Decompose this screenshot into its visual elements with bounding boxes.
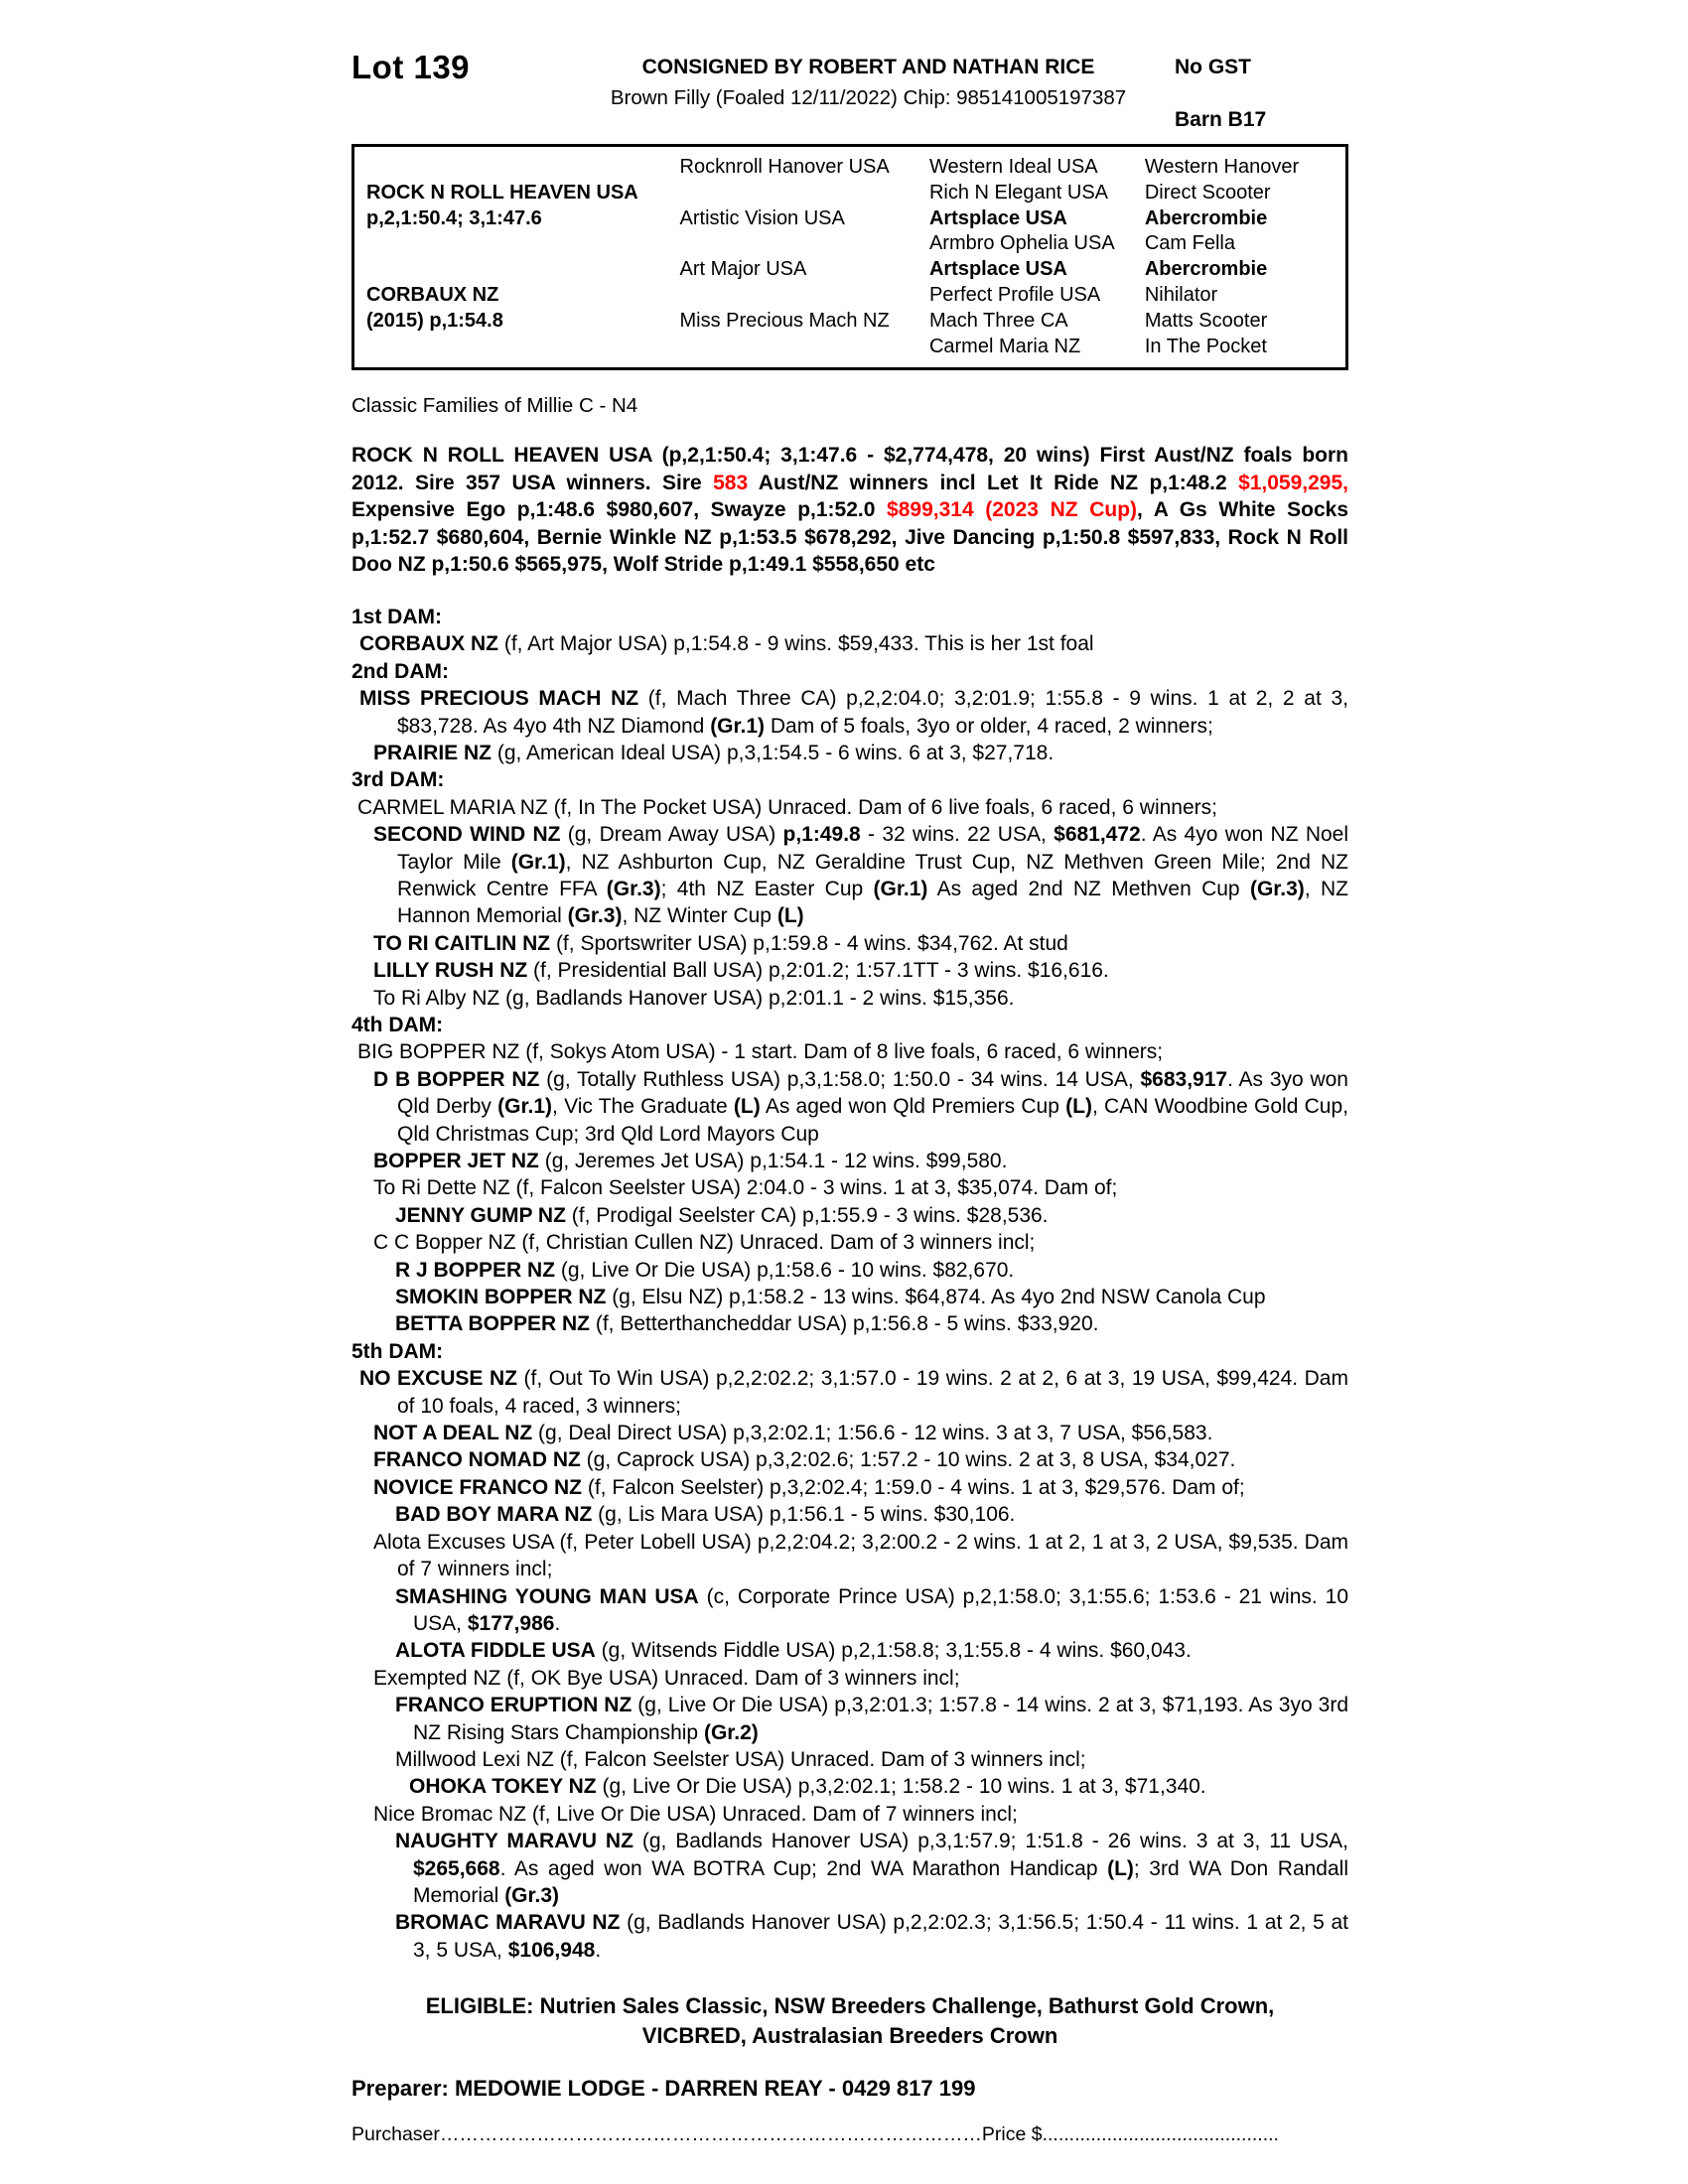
pedigree-entry: MISS PRECIOUS MACH NZ (f, Mach Three CA)… [359,687,1349,738]
pedigree-cell: p,2,1:50.4; 3,1:47.6 [366,206,542,229]
pedigree-cell: Carmel Maria NZ [928,335,1081,357]
sire-paragraph: ROCK N ROLL HEAVEN USA (p,2,1:50.4; 3,1:… [352,444,1348,577]
pedigree-cell [680,283,929,309]
pedigree-cell [366,231,680,257]
pedigree-entry: NAUGHTY MARAVU NZ (g, Badlands Hanover U… [395,1830,1348,1907]
pedigree-entry: To Ri Dette NZ (f, Falcon Seelster USA) … [373,1176,1118,1200]
eligible-line1: ELIGIBLE: Nutrien Sales Classic, NSW Bre… [425,1993,1275,2019]
pedigree-cell: Matts Scooter [1144,309,1268,332]
pedigree-entry: BROMAC MARAVU NZ (g, Badlands Hanover US… [395,1911,1349,1962]
pedigree-cell [680,181,929,206]
pedigree-entry: BETTA BOPPER NZ (f, Betterthancheddar US… [395,1312,1099,1336]
pedigree-cell: CORBAUX NZ [366,283,499,306]
pedigree-entry: R J BOPPER NZ (g, Live Or Die USA) p,1:5… [395,1258,1015,1282]
pedigree-cell: Miss Precious Mach NZ [679,309,890,332]
pedigree-cell [366,257,680,283]
pedigree-entry: TO RI CAITLIN NZ (f, Sportswriter USA) p… [373,931,1068,955]
pedigree-entry: To Ri Alby NZ (g, Badlands Hanover USA) … [373,986,1015,1010]
dam-heading: 5th DAM: [352,1339,444,1363]
catalog-page: Lot 139 CONSIGNED BY ROBERT AND NATHAN R… [352,50,1348,2146]
horse-description: Brown Filly (Foaled 12/11/2022) Chip: 98… [610,86,1127,109]
pedigree-entry: C C Bopper NZ (f, Christian Cullen NZ) U… [373,1231,1036,1255]
pedigree-entry: Alota Excuses USA (f, Peter Lobell USA) … [373,1530,1348,1581]
pedigree-entry: Exempted NZ (f, OK Bye USA) Unraced. Dam… [373,1666,960,1690]
price-label: Price $ [981,2123,1043,2146]
purchaser-label: Purchaser [352,2123,440,2146]
pedigree-cell: Direct Scooter [1144,181,1271,204]
dam-heading: 2nd DAM: [352,659,449,683]
family-line: Classic Families of Millie C - N4 [352,394,638,418]
pedigree-entry: BOPPER JET NZ (g, Jeremes Jet USA) p,1:5… [373,1150,1008,1172]
pedigree-cell [366,155,680,181]
pedigree-entry: SECOND WIND NZ (g, Dream Away USA) p,1:4… [373,823,1349,928]
pedigree-cell: Art Major USA [679,258,807,281]
pedigree-cell: Western Hanover [1144,156,1300,178]
pedigree-cell: Artistic Vision USA [679,206,845,229]
pedigree-entry: JENNY GUMP NZ (f, Prodigal Seelster CA) … [395,1203,1049,1227]
header-center: CONSIGNED BY ROBERT AND NATHAN RICE Brow… [562,50,1175,110]
pedigree-cell: ROCK N ROLL HEAVEN USA [366,181,638,204]
pedigree-cell: Mach Three CA [928,309,1068,332]
pedigree-cell: (2015) p,1:54.8 [366,309,503,332]
pedigree-cell: Abercrombie [1144,258,1268,281]
pedigree-entry: OHOKA TOKEY NZ (g, Live Or Die USA) p,3,… [409,1775,1206,1799]
pedigree-entry: NO EXCUSE NZ (f, Out To Win USA) p,2,2:0… [359,1367,1348,1418]
pedigree-cell [680,335,929,360]
barn-number: Barn B17 [1175,108,1267,131]
pedigree-grid: Rocknroll Hanover USA Western Ideal USA We… [352,144,1348,371]
pedigree-entry: BIG BOPPER NZ (f, Sokys Atom USA) - 1 st… [357,1040,1164,1064]
pedigree-entry: NOT A DEAL NZ (g, Deal Direct USA) p,3,2… [373,1422,1213,1445]
pedigree-cell: Rich N Elegant USA [928,181,1109,204]
pedigree-cell: Western Ideal USA [928,156,1098,178]
dam-heading: 3rd DAM: [352,768,445,792]
pedigree-cell [680,231,929,257]
purchaser-line: Purchaser…………………………………………………………………………Pri… [352,2123,1348,2146]
pedigree-entry: Nice Bromac NZ (f, Live Or Die USA) Unra… [373,1802,1018,1826]
consignor-line: CONSIGNED BY ROBERT AND NATHAN RICE [641,56,1095,78]
price-dots: ........................................… [1042,2123,1279,2146]
dam-sections: 1st DAM: CORBAUX NZ (f, Art Major USA) p,… [352,604,1348,1964]
pedigree-entry: Millwood Lexi NZ (f, Falcon Seelster USA… [395,1747,1086,1771]
pedigree-cell: Cam Fella [1144,232,1235,255]
pedigree-entry: CARMEL MARIA NZ (f, In The Pocket USA) U… [357,795,1217,819]
pedigree-cell: Artsplace USA [928,258,1067,281]
pedigree-cell: Perfect Profile USA [928,283,1101,306]
lot-number: Lot 139 [352,49,471,85]
preparer-line: Preparer: MEDOWIE LODGE - DARREN REAY - … [352,2076,976,2102]
header: Lot 139 CONSIGNED BY ROBERT AND NATHAN R… [352,50,1348,132]
pedigree-cell: In The Pocket [1144,335,1267,357]
pedigree-entry: PRAIRIE NZ (g, American Ideal USA) p,3,1… [373,741,1055,764]
dam-heading: 1st DAM: [352,605,443,628]
pedigree-cell: Rocknroll Hanover USA [679,156,890,178]
eligible-line2: VICBRED, Australasian Breeders Crown [641,2023,1058,2049]
pedigree-entry: SMOKIN BOPPER NZ (g, Elsu NZ) p,1:58.2 -… [395,1286,1266,1309]
pedigree-entry: SMASHING YOUNG MAN USA (c, Corporate Pri… [395,1584,1348,1635]
pedigree-entry: ALOTA FIDDLE USA (g, Witsends Fiddle USA… [395,1639,1192,1663]
gst-status: No GST [1175,56,1251,78]
pedigree-entry: BAD BOY MARA NZ (g, Lis Mara USA) p,1:56… [395,1503,1016,1527]
pedigree-entry: LILLY RUSH NZ (f, Presidential Ball USA)… [373,959,1109,983]
pedigree-entry: CORBAUX NZ (f, Art Major USA) p,1:54.8 -… [359,632,1094,656]
purchaser-dots: ………………………………………………………………………… [439,2123,982,2146]
pedigree-cell: Abercrombie [1144,206,1268,229]
dam-heading: 4th DAM: [352,1013,444,1036]
pedigree-cell: Artsplace USA [928,206,1067,229]
pedigree-cell: Armbro Ophelia USA [928,232,1115,255]
pedigree-cell: Nihilator [1144,283,1218,306]
pedigree-entry: D B BOPPER NZ (g, Totally Ruthless USA) … [373,1067,1348,1146]
eligibility-block: ELIGIBLE: Nutrien Sales Classic, NSW Bre… [352,1991,1348,2051]
pedigree-cell [366,335,680,360]
pedigree-entry: FRANCO ERUPTION NZ (g, Live Or Die USA) … [395,1694,1348,1744]
header-right: No GST Barn B17 [1175,50,1348,132]
pedigree-entry: FRANCO NOMAD NZ (g, Caprock USA) p,3,2:0… [373,1448,1236,1472]
pedigree-entry: NOVICE FRANCO NZ (f, Falcon Seelster) p,… [373,1475,1245,1499]
